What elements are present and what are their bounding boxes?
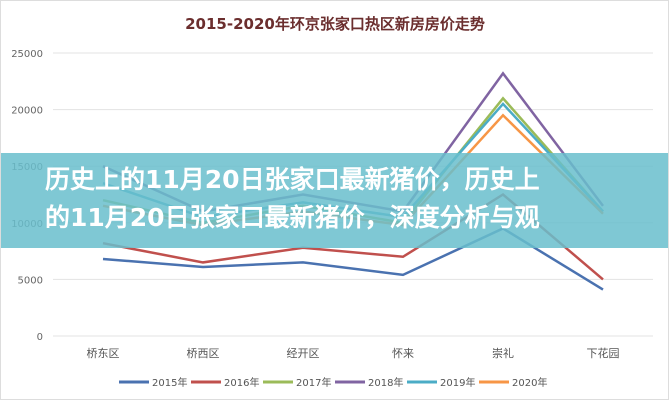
legend-label: 2018年 bbox=[368, 376, 403, 389]
headline-banner: 历史上的11月20日张家口最新猪价，历史上 的11月20日张家口最新猪价，深度分… bbox=[1, 153, 668, 248]
x-tick-label: 怀来 bbox=[392, 347, 414, 360]
y-tick-label: 25000 bbox=[11, 49, 43, 60]
x-tick-label: 崇礼 bbox=[492, 346, 514, 360]
x-tick-label: 桥西区 bbox=[187, 347, 220, 360]
y-tick-label: 0 bbox=[37, 332, 43, 343]
legend-label: 2017年 bbox=[296, 376, 331, 389]
headline-line-2: 的11月20日张家口最新猪价，深度分析与观 bbox=[45, 203, 540, 232]
legend-label: 2020年 bbox=[512, 376, 547, 389]
x-tick-label: 桥东区 bbox=[87, 347, 120, 360]
legend-label: 2016年 bbox=[224, 376, 259, 389]
chart-title: 2015-2020年环京张家口热区新房房价走势 bbox=[185, 15, 485, 33]
x-tick-label: 经开区 bbox=[287, 347, 320, 360]
y-tick-label: 5000 bbox=[18, 275, 43, 286]
legend-label: 2015年 bbox=[152, 376, 187, 389]
y-tick-label: 20000 bbox=[11, 106, 43, 117]
legend-label: 2019年 bbox=[440, 376, 475, 389]
headline-line-1: 历史上的11月20日张家口最新猪价，历史上 bbox=[45, 165, 540, 194]
x-tick-label: 下花园 bbox=[587, 347, 620, 360]
